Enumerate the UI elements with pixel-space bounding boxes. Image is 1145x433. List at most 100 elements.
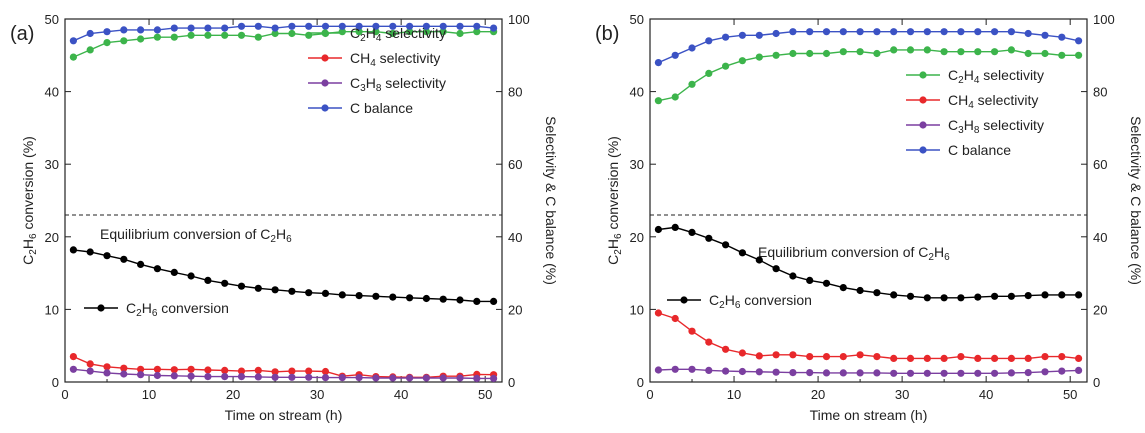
data-point [288,22,296,30]
series-line [658,226,1079,299]
series-c-balance [69,22,498,45]
data-point [738,57,747,65]
y2-tick-label: 40 [508,230,522,245]
y-tick-label: 10 [45,302,59,317]
data-point [288,287,296,295]
data-point [120,370,128,378]
data-point [204,373,212,381]
y2-tick-label: 60 [1093,157,1107,172]
data-point [1024,49,1032,58]
text-part: C [948,117,958,133]
plot-frame [64,18,503,383]
legend-marker [321,29,329,37]
data-point [187,272,195,280]
series-c-balance [654,28,1083,67]
data-point [789,272,797,280]
y-tick-label: 20 [45,230,59,245]
data-point [839,48,847,56]
series-c2h4-selectivity [654,46,1083,105]
y-axis-title: C2H6 conversion (%) [605,136,624,265]
data-point [69,353,77,361]
data-point [839,369,847,377]
data-point [439,22,447,30]
text-part: 2 [270,234,276,245]
text-part: 8 [376,83,382,94]
data-point [69,246,77,254]
text-part: C [350,75,360,91]
data-point [389,22,397,30]
y-tick-label: 20 [630,230,644,245]
data-point [422,374,430,382]
data-point [187,372,195,380]
text-part: 2 [958,75,964,86]
text-part: 6 [613,233,624,239]
text-part: 4 [370,58,376,69]
data-point [170,268,178,276]
legend-entry: C3H8 selectivity [308,75,446,94]
legend-entry: C3H8 selectivity [906,117,1044,136]
data-point [305,289,313,297]
data-point [271,29,279,38]
data-point [153,371,161,380]
data-point [406,28,414,36]
x-tick-label: 50 [1063,387,1077,402]
equilibrium-label: Equilibrium conversion of C2H6 [758,244,950,263]
data-point [103,28,111,36]
text-part: C [350,25,360,41]
data-point [288,367,296,375]
data-point [490,24,498,32]
y-tick-label: 30 [45,157,59,172]
data-point [1075,37,1083,45]
text-part: 3 [958,125,964,136]
data-point [86,46,94,54]
equilibrium-label: Equilibrium conversion of C2H6 [100,226,292,245]
data-point [137,371,145,379]
text-part: conversion [157,300,229,316]
data-point [338,22,346,30]
data-point [923,28,931,36]
data-point [1007,369,1016,377]
data-point [654,225,663,234]
data-point [991,292,999,300]
data-point [974,354,982,362]
data-point [1007,28,1016,36]
data-point [789,28,797,36]
y2-tick-label: 80 [508,85,522,100]
text-part: C [605,255,621,265]
y2-axis-title: Selectivity & C balance (%) [1128,116,1144,285]
series-c3h8-selectivity [654,365,1083,377]
data-point [806,49,814,58]
data-point [1041,31,1049,39]
x-tick-label: 20 [226,387,240,402]
data-point [957,353,965,361]
y-tick-label: 0 [52,375,59,390]
text-part: 6 [152,308,158,319]
data-point [221,279,229,287]
data-point [974,369,982,377]
data-point [69,37,77,45]
y-tick-label: 50 [630,12,644,27]
data-point [923,46,931,54]
data-point [923,354,931,362]
data-point [722,62,730,70]
data-point [738,367,747,376]
legend-entry-conversion: C2H6 conversion [84,300,229,319]
data-point [991,48,999,56]
data-point [86,29,94,38]
x-tick-label: 10 [142,387,156,402]
data-point [772,265,780,273]
text-part: 8 [974,125,980,136]
data-point [305,373,313,381]
data-point [991,28,999,36]
y-tick-label: 10 [630,302,644,317]
text-part: 2 [28,249,39,255]
series-line [73,249,494,303]
data-point [873,289,881,297]
data-point [271,24,279,32]
data-point [288,373,296,381]
data-point [1058,33,1066,41]
data-point [856,351,864,359]
data-point [237,367,246,375]
text-part: C [20,255,36,265]
x-tick-label: 30 [310,387,324,402]
